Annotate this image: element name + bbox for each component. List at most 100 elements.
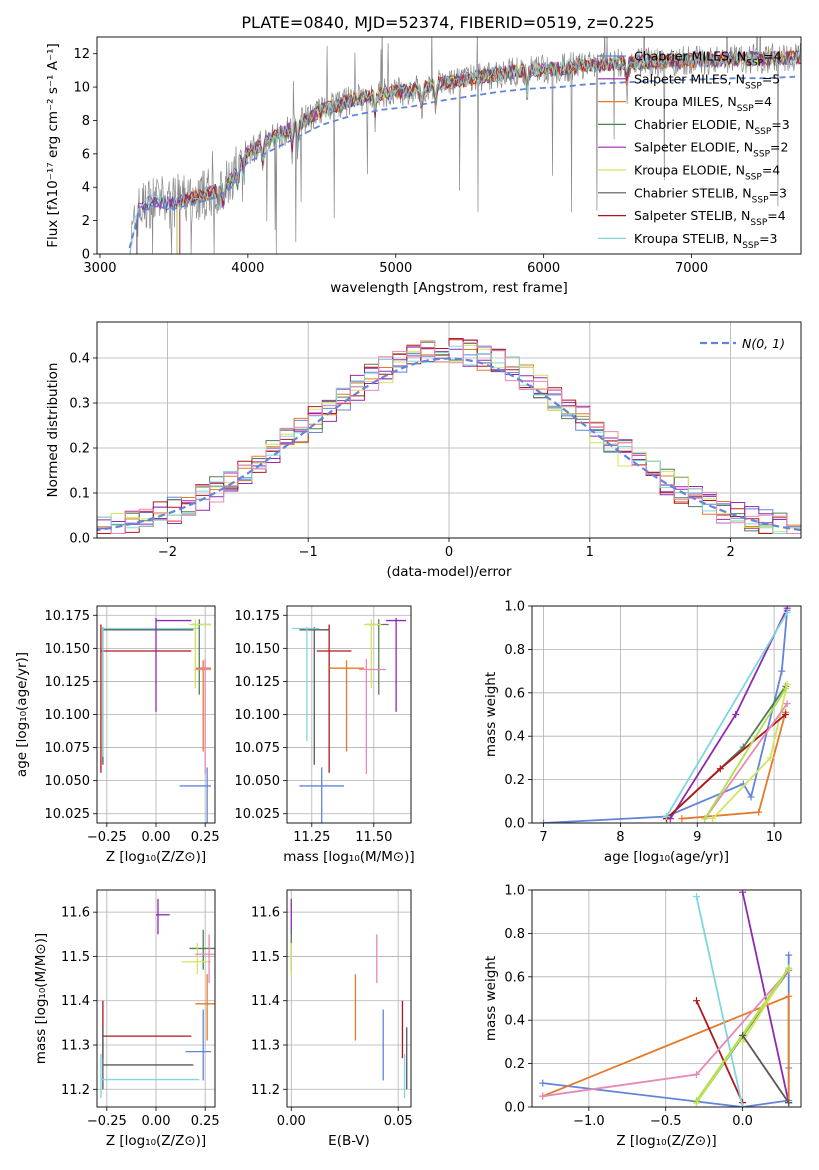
x-tick-label: 4000	[231, 261, 264, 276]
spectrum-axes	[93, 53, 692, 258]
x-tick-label: −0.25	[87, 1114, 127, 1129]
y-tick-label: 8	[82, 114, 90, 129]
x-axis-label: Z [log₁₀(Z/Z⊙)]	[106, 1133, 206, 1149]
x-tick-label: 0.25	[191, 1114, 220, 1129]
y-tick-label: 11.2	[251, 1083, 280, 1098]
mass-weight-marker	[785, 1099, 793, 1107]
y-tick-label: 0.4	[504, 730, 525, 745]
mass-weight-marker	[783, 609, 791, 617]
y-tick-label: 0.4	[504, 1014, 525, 1029]
y-tick-label: 10.100	[45, 708, 91, 723]
mass-weight-line	[665, 612, 788, 817]
y-tick-label: 0.6	[504, 970, 525, 985]
y-tick-label: 10.050	[45, 774, 91, 789]
x-tick-label: 0.25	[191, 830, 220, 845]
mass_vs_Z-errorbars	[100, 898, 215, 1099]
continuum-line	[128, 75, 796, 249]
mass-weight-marker	[785, 992, 793, 1000]
mass-weight-marker	[739, 890, 747, 896]
histogram-step-line	[97, 340, 801, 534]
y-tick-label: 10	[73, 81, 90, 96]
y-tick-label: 10.075	[45, 741, 91, 756]
weight_vs_Z-axes	[528, 889, 801, 1111]
mass-weight-marker	[692, 997, 700, 1005]
weight_vs_Z-lines	[539, 890, 793, 1107]
x-tick-label: 11.25	[293, 830, 330, 845]
figure-title: PLATE=0840, MJD=52374, FIBERID=0519, z=0…	[241, 13, 654, 32]
spectrum-frame	[96, 36, 802, 255]
mass-weight-marker	[739, 1038, 747, 1046]
age_vs_mass-frame	[286, 605, 412, 824]
y-tick-label: 10.175	[235, 609, 281, 624]
y-axis-label: mass weight	[483, 672, 499, 757]
mass-weight-line	[704, 703, 788, 820]
y-axis-label: Flux [fλ10⁻¹⁷ erg cm⁻² s⁻¹ A⁻¹]	[45, 43, 61, 248]
mass_vs_Z-frame	[96, 889, 216, 1108]
legend-label: N(0, 1)	[742, 336, 785, 351]
mass-weight-marker	[701, 815, 709, 823]
mass-weight-line	[695, 896, 744, 1107]
x-tick-label: 6000	[527, 261, 560, 276]
y-tick-label: 10.150	[45, 642, 91, 657]
spectrum-lines	[128, 37, 801, 254]
mass-weight-marker	[539, 1079, 547, 1087]
histogram-lines	[97, 338, 801, 534]
x-axis-label: E(B-V)	[328, 1133, 370, 1149]
mass-weight-marker	[785, 951, 793, 959]
x-tick-label: 11.50	[355, 830, 392, 845]
legend-label: Salpeter MILES, NSSP=5	[634, 71, 780, 91]
x-tick-label: −1.0	[573, 1114, 605, 1129]
mass-weight-marker	[783, 680, 791, 688]
mass-weight-marker	[739, 1031, 747, 1039]
y-tick-label: 11.6	[61, 906, 90, 921]
mass-weight-line	[741, 1034, 790, 1104]
mass-weight-marker	[785, 964, 793, 972]
x-tick-label: 10	[766, 830, 783, 845]
mass-weight-line	[665, 685, 787, 820]
x-axis-label: (data-model)/error	[386, 564, 512, 580]
mass-weight-marker	[539, 1092, 547, 1100]
y-tick-label: 10.125	[235, 675, 281, 690]
y-axis-label: mass weight	[483, 956, 499, 1041]
y-tick-label: 11.2	[61, 1083, 90, 1098]
y-tick-label: 11.3	[61, 1039, 90, 1054]
y-tick-label: 0.0	[504, 817, 525, 832]
y-tick-label: 0.0	[504, 1101, 525, 1116]
gaussian-curve	[97, 357, 801, 532]
mass-weight-marker	[692, 893, 700, 901]
mass-weight-marker	[663, 812, 670, 820]
y-tick-label: 0.2	[504, 1057, 525, 1072]
y-tick-label: 11.4	[251, 994, 280, 1009]
y-tick-label: 11.3	[251, 1039, 280, 1054]
age_vs_Z-axes	[93, 606, 215, 827]
mass-weight-marker	[766, 754, 774, 762]
y-tick-label: 11.5	[61, 950, 90, 965]
mass-weight-marker	[732, 711, 740, 718]
y-tick-label: 11.5	[251, 950, 280, 965]
y-tick-label: 10.125	[45, 675, 91, 690]
legend-label: Chabrier MILES, NSSP=4	[634, 49, 782, 69]
x-tick-label: 0.05	[384, 1114, 413, 1129]
mass_vs_ebv-errorbars	[290, 898, 408, 1099]
weight_vs_age-frame	[531, 605, 802, 824]
x-tick-label: 9	[693, 830, 701, 845]
legend-label: Kroupa STELIB, NSSP=3	[634, 231, 778, 251]
x-tick-label: 0.00	[277, 1114, 306, 1129]
y-tick-label: 10.025	[45, 807, 91, 822]
legend-label: Salpeter STELIB, NSSP=4	[634, 208, 786, 228]
y-tick-label: 10.075	[235, 741, 281, 756]
y-tick-label: 0.2	[69, 442, 90, 457]
y-tick-label: 0.8	[504, 643, 525, 658]
x-tick-label: 3000	[83, 261, 116, 276]
mass_vs_Z-axes	[93, 890, 215, 1111]
age_vs_Z-errorbars	[100, 617, 212, 823]
y-tick-label: 10.150	[235, 642, 281, 657]
model-spectrum-line	[129, 50, 801, 254]
y-tick-label: 10.100	[235, 708, 281, 723]
x-tick-label: 7000	[675, 261, 708, 276]
y-tick-label: 10.025	[235, 807, 281, 822]
y-tick-label: 12	[73, 47, 90, 62]
age_vs_mass-axes	[283, 606, 411, 827]
y-axis-label: Normed distribution	[45, 363, 61, 498]
